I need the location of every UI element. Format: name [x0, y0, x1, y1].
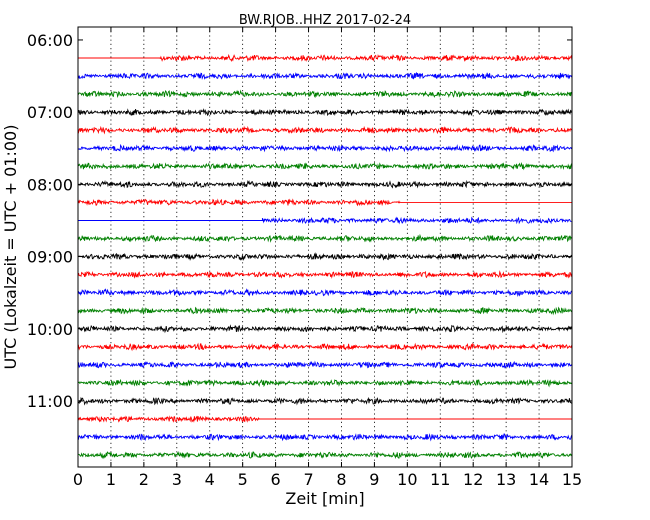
x-tick-label: 3 [172, 470, 182, 489]
x-tick-label: 4 [205, 470, 215, 489]
trace-0730 [77, 161, 573, 171]
y-tick-label: 08:00 [27, 175, 73, 194]
x-tick-label: 12 [463, 470, 483, 489]
x-tick-label: 1 [106, 470, 116, 489]
x-tick-label: 15 [562, 470, 582, 489]
trace-0930 [77, 306, 573, 316]
x-tick-label: 5 [238, 470, 248, 489]
trace-0815 [78, 216, 572, 225]
y-tick-label: 11:00 [27, 392, 73, 411]
x-tick-label: 0 [73, 470, 83, 489]
trace-1000 [77, 342, 573, 352]
x-axis-ticks: 0 1 2 3 4 5 6 7 8 9 10 11 12 13 14 15 [73, 27, 582, 489]
x-tick-label: 11 [430, 470, 450, 489]
x-tick-label: 9 [369, 470, 379, 489]
x-tick-label: 10 [397, 470, 417, 489]
x-axis-label: Zeit [min] [285, 489, 364, 508]
trace-1045 [77, 396, 573, 406]
trace-0745 [77, 179, 573, 189]
trace-1100 [77, 415, 572, 423]
trace-0830 [77, 233, 573, 243]
seismic-traces [77, 53, 573, 460]
trace-0715 [77, 143, 573, 153]
trace-1130 [77, 450, 573, 460]
trace-0845 [77, 252, 572, 261]
trace-1115 [77, 433, 573, 442]
x-tick-label: 6 [271, 470, 281, 489]
x-tick-label: 8 [336, 470, 346, 489]
chart-title: BW.RJOB..HHZ 2017-02-24 [239, 13, 411, 28]
trace-0630 [77, 89, 572, 99]
trace-0615 [77, 71, 573, 80]
trace-0915 [77, 288, 573, 297]
y-axis-ticks: 06:00 07:00 08:00 09:00 10:00 11:00 [27, 31, 572, 411]
trace-0945 [77, 324, 573, 334]
x-tick-label: 13 [496, 470, 516, 489]
plot-frame [77, 26, 573, 468]
trace-0600 [78, 53, 573, 63]
trace-0645 [77, 108, 572, 117]
y-tick-label: 10:00 [27, 320, 73, 339]
y-tick-label: 09:00 [27, 248, 73, 267]
trace-1015 [77, 360, 573, 369]
trace-0800 [77, 198, 572, 207]
y-axis-label: UTC (Lokalzeit = UTC + 01:00) [1, 125, 20, 370]
x-tick-label: 7 [303, 470, 313, 489]
x-tick-label: 2 [139, 470, 149, 489]
x-tick-label: 14 [529, 470, 549, 489]
trace-0700 [77, 125, 573, 135]
y-tick-label: 07:00 [27, 103, 73, 122]
y-tick-label: 06:00 [27, 31, 73, 50]
trace-0900 [77, 270, 573, 279]
trace-1030 [77, 378, 573, 388]
